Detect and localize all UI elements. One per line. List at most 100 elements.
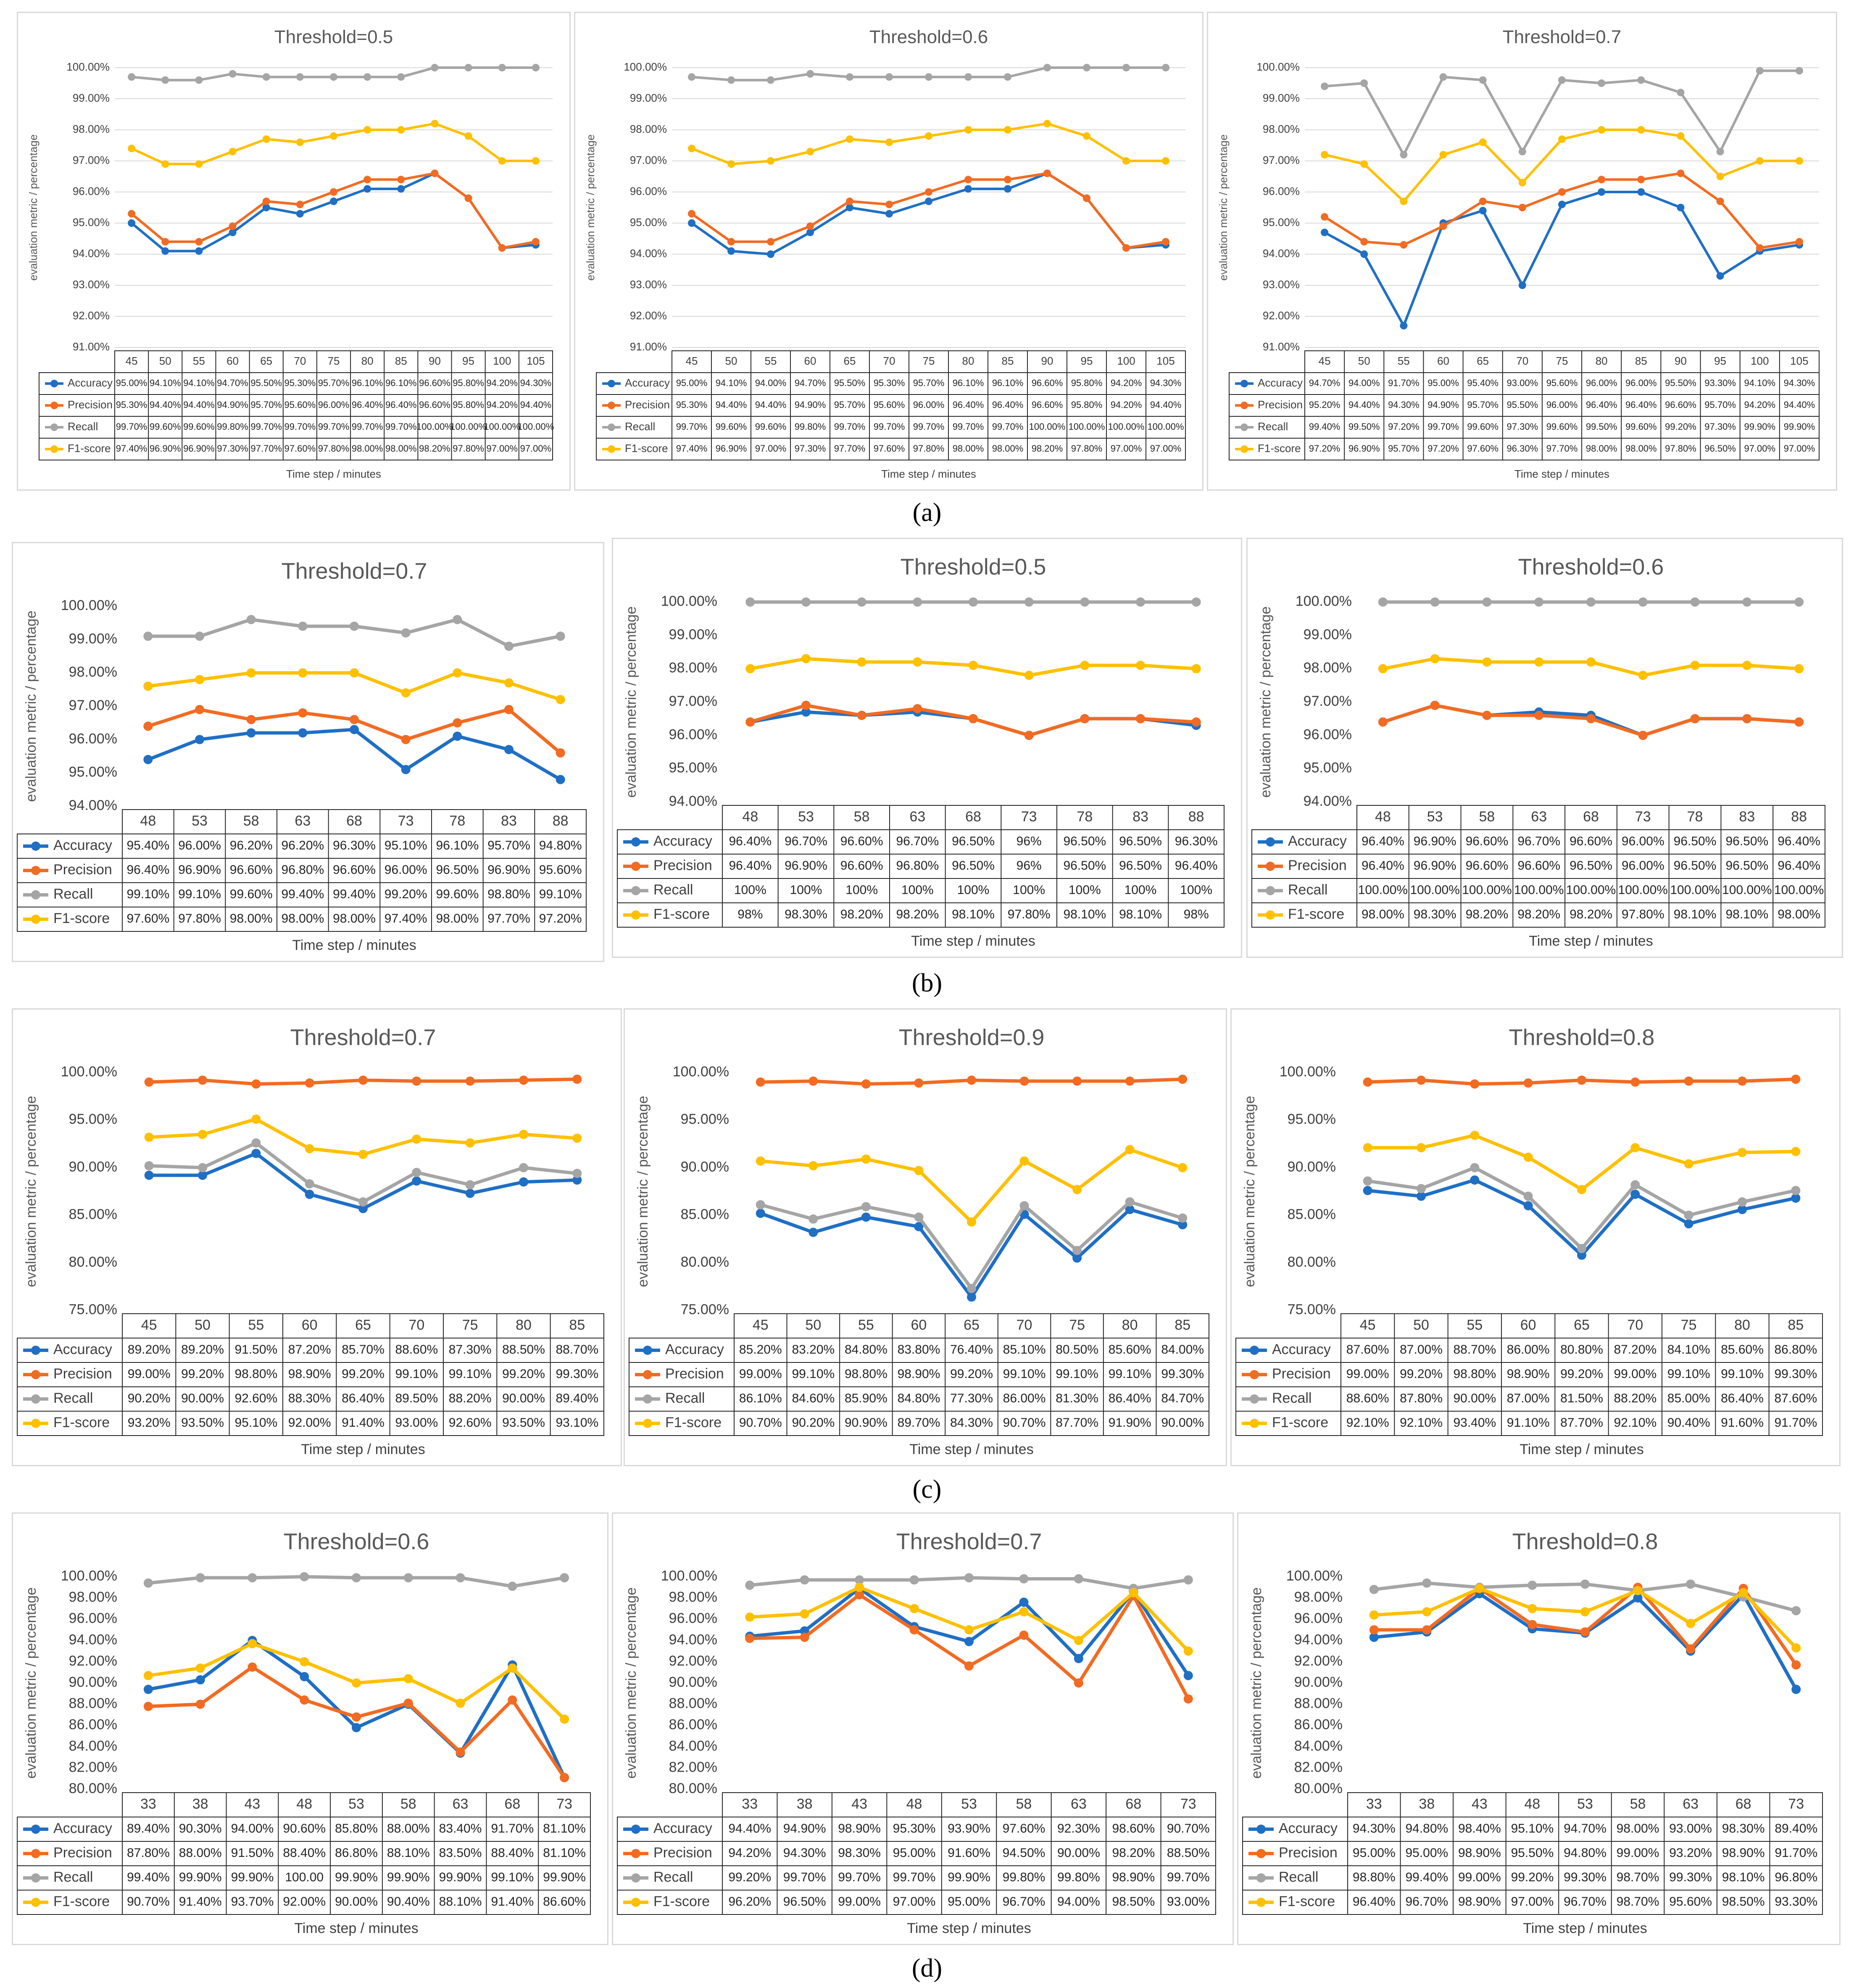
data-label: 100.00% xyxy=(1462,883,1512,897)
data-point-precision xyxy=(246,715,256,724)
x-tick-label: 53 xyxy=(961,1796,977,1812)
data-label: 88.70% xyxy=(1453,1343,1496,1357)
data-point-accuracy xyxy=(688,219,695,227)
data-label: 94.00% xyxy=(231,1822,274,1835)
data-label: 90.40% xyxy=(1667,1416,1710,1430)
data-point-f1-score xyxy=(532,157,540,165)
data-label: 95.70% xyxy=(913,378,945,388)
data-point-recall xyxy=(969,597,978,607)
data-point-precision xyxy=(401,735,411,744)
data-label: 95.30% xyxy=(116,400,147,410)
data-label: 99.20% xyxy=(728,1870,771,1884)
legend-key-marker xyxy=(1240,380,1248,387)
data-label: 96.40% xyxy=(1586,400,1617,410)
y-tick-label: 98.00% xyxy=(669,1589,717,1605)
data-label: 96.40% xyxy=(1362,834,1404,848)
y-tick-label: 100.00% xyxy=(661,1568,717,1584)
data-point-precision xyxy=(1738,1076,1747,1086)
x-tick-label: 105 xyxy=(527,355,545,367)
data-label: 99.10% xyxy=(792,1367,835,1381)
legend-key-marker xyxy=(31,866,40,875)
data-label: 98.90% xyxy=(898,1367,940,1381)
data-point-accuracy xyxy=(504,745,514,755)
data-point-accuracy xyxy=(144,1170,154,1180)
data-label: 100.00% xyxy=(1108,421,1145,432)
data-point-precision xyxy=(801,700,811,710)
x-tick-label: 85 xyxy=(1002,355,1014,367)
legend-label: Accuracy xyxy=(53,1341,112,1357)
x-tick-label: 38 xyxy=(192,1796,208,1812)
data-label: 93.90% xyxy=(948,1822,990,1835)
data-label: 90.70% xyxy=(739,1416,782,1430)
x-tick-label: 65 xyxy=(844,355,856,367)
y-tick-label: 95.00% xyxy=(1304,760,1352,776)
data-point-precision xyxy=(855,1590,864,1600)
data-point-precision xyxy=(745,1633,755,1643)
x-tick-label: 65 xyxy=(1574,1317,1590,1333)
data-label: 98.20% xyxy=(1112,1846,1155,1860)
data-label: 90.00% xyxy=(502,1391,545,1405)
y-tick-label: 96.00% xyxy=(669,726,717,742)
data-point-precision xyxy=(1534,710,1544,720)
data-point-precision xyxy=(195,705,204,714)
x-tick-label: 83 xyxy=(1739,809,1755,825)
data-label: 99.70% xyxy=(284,421,316,432)
y-tick-label: 100.00% xyxy=(1296,593,1352,609)
legend-key-marker xyxy=(1250,1394,1259,1404)
caption-c: (c) xyxy=(912,1475,942,1504)
data-point-precision xyxy=(1019,1076,1029,1086)
data-label: 84.80% xyxy=(898,1391,940,1405)
legend-label: Recall xyxy=(68,420,98,433)
y-tick-label: 95.00% xyxy=(69,1111,117,1127)
data-point-f1-score xyxy=(964,1625,974,1635)
data-label: 98.10% xyxy=(1119,907,1162,921)
data-point-recall xyxy=(967,1283,976,1293)
y-tick-label: 97.00% xyxy=(630,154,667,166)
legend-key-marker xyxy=(31,1394,40,1404)
data-label: 97.40% xyxy=(116,443,147,454)
data-point-recall xyxy=(1791,1186,1801,1195)
data-point-precision xyxy=(1527,1620,1537,1629)
data-point-f1-score xyxy=(1795,157,1803,165)
data-label: 87.70% xyxy=(1056,1416,1098,1430)
y-tick-label: 99.00% xyxy=(69,631,117,647)
data-label: 95.80% xyxy=(453,378,484,388)
data-point-f1-score xyxy=(745,664,755,673)
data-point-precision xyxy=(556,748,565,758)
chart-panel-d2: Threshold=0.7 evaluation metric / percent… xyxy=(612,1512,1234,1945)
data-point-precision xyxy=(1369,1625,1379,1635)
data-point-recall xyxy=(1024,597,1034,607)
x-tick-label: 68 xyxy=(346,813,362,829)
data-label: 94.50% xyxy=(1003,1846,1046,1860)
chart-b3: Threshold=0.6 evaluation metric / percent… xyxy=(1251,554,1825,949)
data-label: 92.60% xyxy=(449,1416,492,1430)
data-point-f1-score xyxy=(161,160,169,168)
x-tick-label: 50 xyxy=(1413,1317,1429,1333)
x-tick-label: 50 xyxy=(1358,355,1370,367)
legend-key-marker xyxy=(643,1370,652,1379)
data-point-precision xyxy=(1598,176,1606,184)
data-point-precision xyxy=(143,721,153,731)
data-label: 100.00% xyxy=(1029,421,1066,432)
data-point-f1-score xyxy=(808,1161,818,1170)
data-point-precision xyxy=(1686,1644,1696,1654)
x-tick-label: 43 xyxy=(1472,1796,1488,1812)
y-tick-label: 86.00% xyxy=(1294,1717,1343,1733)
data-point-accuracy xyxy=(305,1189,314,1199)
y-tick-label: 100.00% xyxy=(1256,60,1300,73)
data-point-f1-score xyxy=(143,1671,153,1680)
data-label: 95.80% xyxy=(1071,378,1103,388)
data-label: 87.00% xyxy=(1507,1391,1550,1405)
y-tick-label: 92.00% xyxy=(1294,1653,1343,1669)
data-label: 100.00% xyxy=(1618,883,1668,897)
y-tick-label: 91.00% xyxy=(1263,340,1300,353)
data-label: 81.10% xyxy=(543,1822,586,1835)
data-point-precision xyxy=(330,188,337,196)
data-label: 99.70% xyxy=(783,1870,826,1884)
data-label: 99.90% xyxy=(439,1870,482,1884)
data-label: 97.30% xyxy=(1507,421,1538,432)
legend-key-marker xyxy=(1256,1849,1266,1858)
chart-title: Threshold=0.6 xyxy=(284,1529,429,1554)
chart-title: Threshold=0.7 xyxy=(290,1025,436,1050)
y-tick-label: 97.00% xyxy=(1263,154,1300,166)
